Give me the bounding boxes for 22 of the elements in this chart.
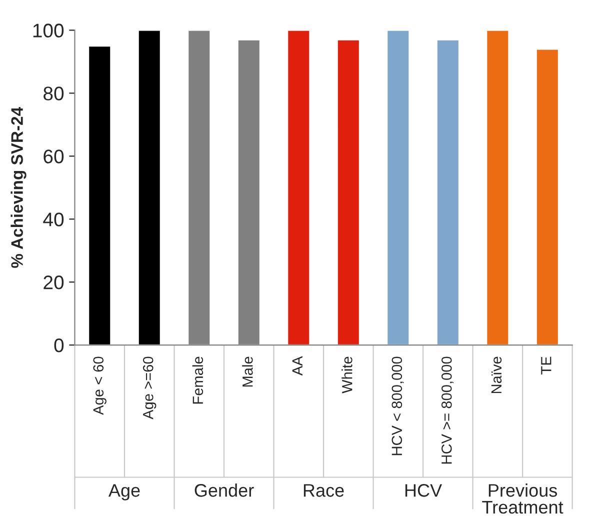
x-tick-label: AA [292, 356, 302, 376]
text: Age [108, 484, 140, 500]
text: Gender [194, 484, 254, 497]
y-tick-label: 80 [44, 86, 64, 100]
x-tick-label: Male [242, 356, 253, 387]
y-axis-title: % Achieving SVR-24 [10, 106, 26, 268]
x-tick-label: HCV >= 800,000 [441, 356, 454, 464]
x-tick-label: White [342, 356, 352, 394]
x-tick-label: Naïve [491, 356, 502, 394]
x-tick-label: Female [192, 356, 204, 404]
y-tick-label: 60 [44, 150, 64, 164]
x-tick-label: TE [541, 356, 552, 374]
y-tick-label: 40 [43, 212, 64, 226]
text: Race [304, 484, 344, 497]
x-tick-label: Age >=60 [142, 356, 156, 420]
x-tick-label: HCV < 800,000 [392, 356, 404, 456]
y-tick-label: 0 [54, 338, 64, 352]
y-tick-label: 20 [44, 276, 64, 290]
text: Previous Treatment [482, 484, 564, 514]
text: HCV [405, 484, 442, 497]
y-tick-label: 100 [33, 24, 64, 38]
x-tick-label: Age < 60 [93, 356, 106, 415]
